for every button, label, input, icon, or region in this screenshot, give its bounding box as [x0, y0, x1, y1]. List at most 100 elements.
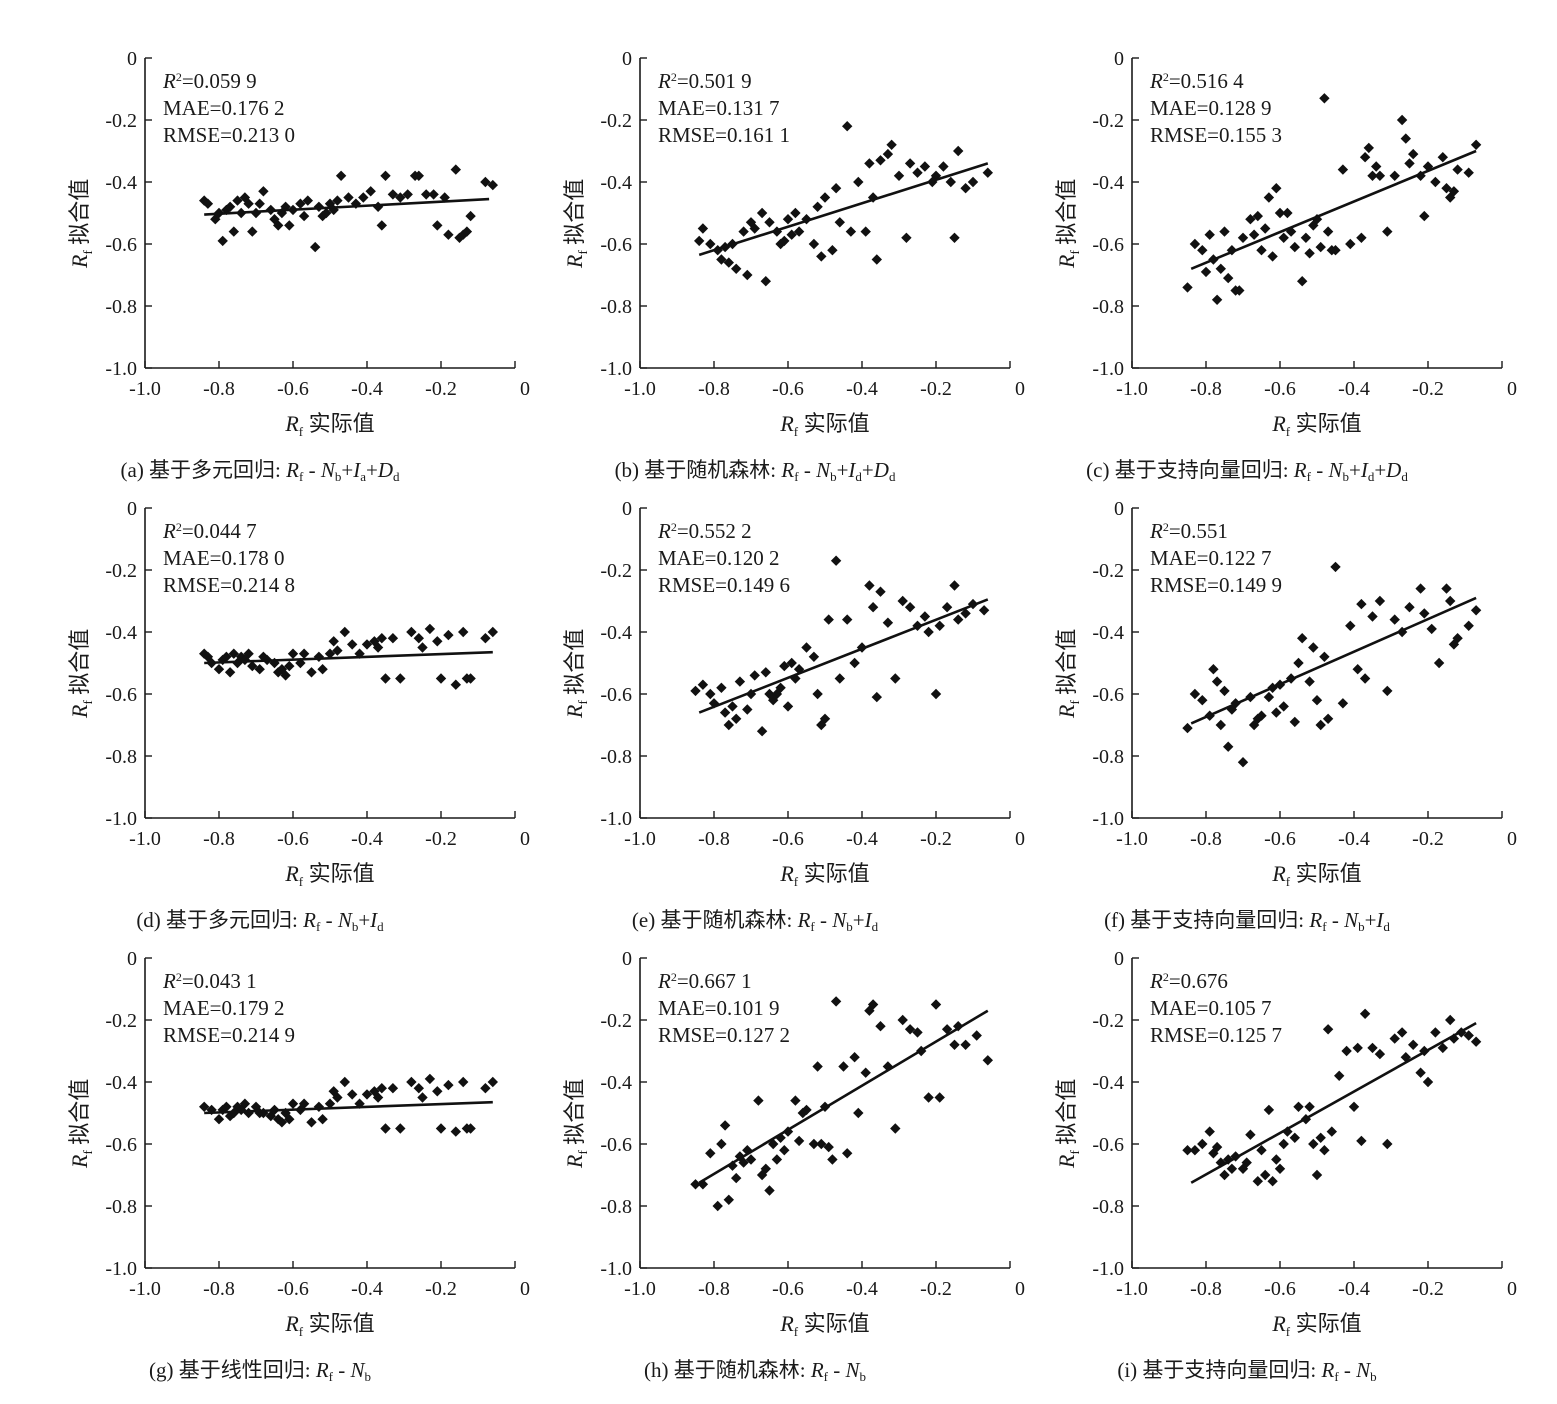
data-point — [812, 201, 823, 212]
data-point — [487, 179, 498, 191]
data-point — [1322, 226, 1334, 237]
x-tick-label: -0.6 — [772, 828, 804, 850]
data-point — [310, 241, 321, 253]
data-point — [1356, 1135, 1367, 1147]
x-tick-label: -0.2 — [920, 1278, 952, 1300]
data-point — [919, 161, 931, 172]
x-tick-label: -0.4 — [351, 1278, 383, 1300]
data-point — [978, 605, 990, 616]
data-point — [1470, 139, 1482, 150]
data-point — [1271, 183, 1282, 194]
mae-value: MAE=0.128 9 — [1150, 96, 1272, 120]
data-point — [1267, 251, 1278, 262]
data-point — [830, 555, 842, 566]
mae-value: MAE=0.176 2 — [163, 96, 285, 120]
y-tick-label: -0.2 — [1092, 1010, 1124, 1032]
rmse-value: RMSE=0.127 2 — [658, 1023, 791, 1047]
x-tick-label: 0 — [520, 1278, 530, 1300]
data-point — [295, 198, 306, 209]
x-axis-label: Rf 实际值 — [285, 861, 375, 889]
data-point — [1211, 1141, 1223, 1153]
x-tick-label: -0.6 — [1264, 1278, 1296, 1300]
data-point — [960, 1039, 971, 1050]
x-axis-label: Rf 实际值 — [780, 1311, 870, 1339]
data-point — [1404, 602, 1415, 613]
data-point — [317, 664, 328, 675]
chart-panel: 0 -0.2 -0.4 -0.6 -0.8 -1.0 -1.0 -0.8 -0.6 -0.4 -0.… — [505, 940, 1025, 1400]
data-point — [458, 626, 469, 638]
data-point — [1311, 1169, 1323, 1181]
data-point — [298, 210, 310, 222]
data-point — [1445, 595, 1456, 607]
data-point — [1470, 1036, 1482, 1047]
chart-panel: 0 -0.2 -0.4 -0.6 -0.8 -1.0 -1.0 -0.8 -0.6 -0.4 -0.… — [10, 940, 530, 1400]
data-point — [1445, 192, 1456, 203]
data-point — [298, 648, 310, 659]
y-tick-label: 0 — [127, 48, 137, 70]
y-tick-label: -0.6 — [600, 684, 632, 706]
x-tick-label: 0 — [1015, 828, 1025, 850]
y-tick-label: -0.8 — [600, 296, 632, 318]
data-point — [705, 688, 716, 700]
data-point — [1382, 226, 1393, 237]
mae-value: MAE=0.178 0 — [163, 546, 285, 570]
data-point — [1448, 186, 1460, 197]
data-point — [450, 1126, 461, 1137]
data-point — [1415, 1067, 1426, 1078]
data-point — [716, 682, 727, 693]
data-point — [1348, 1101, 1360, 1112]
data-point — [402, 189, 413, 200]
y-axis-label: Rf 拟合值 — [1054, 628, 1082, 718]
data-point — [1319, 651, 1330, 662]
data-point — [1389, 170, 1400, 181]
data-point — [1226, 245, 1238, 256]
data-point — [1182, 282, 1193, 293]
x-tick-label: -1.0 — [624, 828, 656, 850]
chart-panel: 0 -0.2 -0.4 -0.6 -0.8 -1.0 -1.0 -0.8 -0.6 -0.4 -0.… — [505, 40, 1025, 500]
data-point — [860, 226, 871, 237]
y-axis-label: Rf 拟合值 — [1054, 178, 1082, 268]
data-point — [432, 636, 443, 647]
y-tick-label: -0.4 — [600, 172, 632, 194]
data-point — [934, 620, 945, 631]
data-point — [372, 201, 384, 212]
data-point — [1211, 294, 1223, 305]
fit-line — [698, 1009, 989, 1184]
data-point — [1189, 1145, 1201, 1156]
data-point — [1319, 93, 1330, 104]
y-axis-label: Rf 拟合值 — [562, 1078, 590, 1168]
data-point — [395, 1123, 406, 1134]
stats-box: R2=0.044 7 MAE=0.178 0 RMSE=0.214 8 — [163, 514, 295, 599]
data-point — [1374, 1048, 1386, 1060]
data-point — [1367, 1042, 1378, 1054]
x-tick-label: -0.2 — [1412, 1278, 1444, 1300]
data-point — [1278, 701, 1289, 712]
x-tick-label: -0.8 — [1190, 378, 1222, 400]
y-tick-label: 0 — [127, 498, 137, 520]
data-point — [1396, 1027, 1408, 1038]
data-point — [1396, 626, 1408, 638]
data-point — [387, 1083, 399, 1094]
data-point — [971, 1030, 982, 1041]
y-axis-label: Rf 拟合值 — [67, 1078, 95, 1168]
x-tick-label: -0.4 — [351, 378, 383, 400]
x-tick-label: -0.2 — [425, 1278, 457, 1300]
y-tick-label: -0.4 — [105, 1072, 137, 1094]
data-point — [287, 648, 299, 659]
fit-line — [1190, 149, 1477, 271]
data-point — [819, 713, 831, 724]
data-point — [816, 719, 827, 731]
data-point — [1197, 695, 1208, 706]
x-axis-label: Rf 实际值 — [1272, 411, 1362, 439]
data-point — [801, 642, 812, 653]
data-point — [1426, 623, 1437, 635]
data-point — [487, 626, 498, 638]
data-point — [443, 229, 454, 240]
data-point — [1433, 657, 1445, 669]
data-point — [723, 1194, 734, 1205]
data-point — [808, 1138, 820, 1150]
data-point — [1189, 688, 1201, 700]
r2-value: R2=0.667 1 — [658, 969, 752, 993]
x-axis-label: Rf 实际值 — [285, 411, 375, 439]
data-point — [247, 226, 258, 237]
